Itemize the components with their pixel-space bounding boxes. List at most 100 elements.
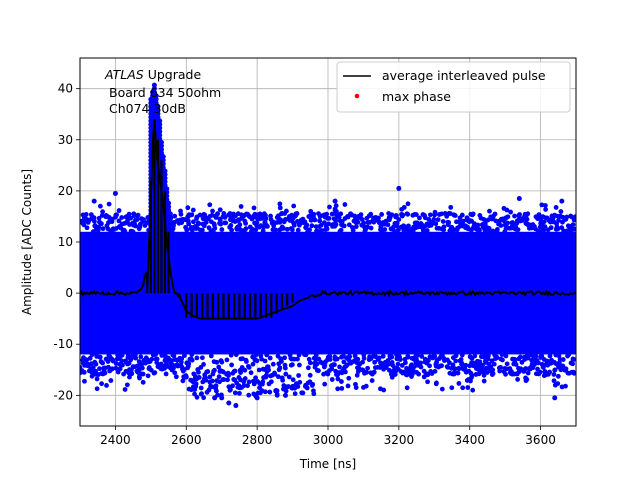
max-phase-point <box>552 367 558 373</box>
max-phase-point <box>425 379 430 385</box>
max-phase-point <box>203 219 209 225</box>
x-tick-label: 2600 <box>171 433 202 447</box>
max-phase-point <box>354 372 360 378</box>
max-phase-point <box>378 386 383 392</box>
max-phase-point <box>268 213 273 219</box>
max-phase-point <box>355 356 361 362</box>
max-phase-point <box>368 225 374 231</box>
max-phase-point <box>446 220 452 225</box>
max-phase-point <box>93 361 99 367</box>
max-phase-point <box>434 380 439 386</box>
max-phase-point <box>401 204 407 210</box>
max-phase-point <box>238 377 243 383</box>
max-phase-outlier <box>254 395 260 401</box>
max-phase-point <box>260 379 266 385</box>
max-phase-point <box>400 212 406 218</box>
max-phase-point <box>477 359 483 365</box>
annotation-line-2: Board 634 50ohm <box>109 85 221 100</box>
max-phase-point <box>133 355 139 361</box>
max-phase-peak-point <box>155 111 161 117</box>
max-phase-point <box>392 229 397 234</box>
max-phase-point <box>332 362 337 368</box>
max-phase-point <box>498 223 504 228</box>
max-phase-point <box>97 203 103 209</box>
max-phase-point <box>303 384 308 389</box>
max-phase-point <box>317 218 323 224</box>
max-phase-point <box>341 359 347 365</box>
max-phase-point <box>449 385 455 391</box>
max-phase-point <box>355 219 361 225</box>
max-phase-point <box>273 227 279 233</box>
max-phase-point <box>217 217 223 223</box>
max-phase-peak-point <box>162 172 168 178</box>
max-phase-point <box>208 353 214 359</box>
max-phase-outlier <box>91 198 97 204</box>
max-phase-point <box>525 370 531 376</box>
max-phase-point <box>498 364 503 370</box>
max-phase-point <box>201 223 207 229</box>
max-phase-point <box>280 377 286 383</box>
max-phase-point <box>265 223 270 229</box>
max-phase-point <box>106 201 112 207</box>
max-phase-point <box>427 212 433 218</box>
max-phase-point <box>324 226 330 232</box>
max-phase-point <box>555 226 561 232</box>
max-phase-point <box>560 357 566 362</box>
max-phase-point <box>237 222 243 227</box>
max-phase-point <box>435 217 441 223</box>
max-phase-point <box>308 208 314 214</box>
max-phase-point <box>283 371 289 377</box>
max-phase-point <box>337 364 342 370</box>
max-phase-point <box>466 377 472 382</box>
max-phase-point <box>154 360 160 365</box>
max-phase-point <box>493 218 499 224</box>
max-phase-point <box>539 202 545 208</box>
max-phase-point <box>233 352 239 358</box>
max-phase-point <box>395 361 401 367</box>
max-phase-point <box>523 378 529 384</box>
max-phase-point <box>119 352 125 358</box>
max-phase-point <box>231 377 237 382</box>
max-phase-point <box>517 212 522 217</box>
max-phase-point <box>497 368 503 374</box>
max-phase-point <box>418 364 424 370</box>
max-phase-point <box>198 391 204 397</box>
annotation-upgrade: Upgrade <box>144 67 202 82</box>
max-phase-point <box>311 211 317 217</box>
max-phase-point <box>248 370 254 376</box>
max-phase-point <box>310 381 316 387</box>
max-phase-point <box>555 373 561 379</box>
max-phase-point <box>277 205 283 211</box>
max-phase-point <box>186 221 192 227</box>
max-phase-point <box>253 352 259 358</box>
max-phase-point <box>125 352 131 357</box>
max-phase-point <box>533 353 539 359</box>
max-phase-point <box>295 356 300 362</box>
max-phase-point <box>563 383 568 389</box>
max-phase-point <box>321 220 327 226</box>
max-phase-point <box>284 208 289 214</box>
max-phase-point <box>309 223 315 229</box>
max-phase-point <box>456 381 462 386</box>
y-tick-label: 10 <box>58 235 73 249</box>
max-phase-point <box>105 359 111 364</box>
max-phase-point <box>358 212 364 218</box>
max-phase-point <box>405 211 411 217</box>
max-phase-point <box>404 372 410 378</box>
max-phase-point <box>228 352 234 358</box>
max-phase-point <box>238 370 243 376</box>
max-phase-point <box>570 361 575 367</box>
max-phase-point <box>477 227 482 233</box>
max-phase-point <box>124 382 130 388</box>
max-phase-point <box>196 221 202 227</box>
max-phase-point <box>206 387 212 393</box>
max-phase-point <box>551 372 557 377</box>
max-phase-point <box>93 368 98 374</box>
max-phase-point <box>87 355 93 361</box>
max-phase-point <box>303 352 309 358</box>
max-phase-point <box>251 205 257 211</box>
max-phase-point <box>100 360 106 366</box>
max-phase-point <box>335 376 341 382</box>
max-phase-point <box>275 374 281 380</box>
max-phase-point <box>228 223 234 228</box>
